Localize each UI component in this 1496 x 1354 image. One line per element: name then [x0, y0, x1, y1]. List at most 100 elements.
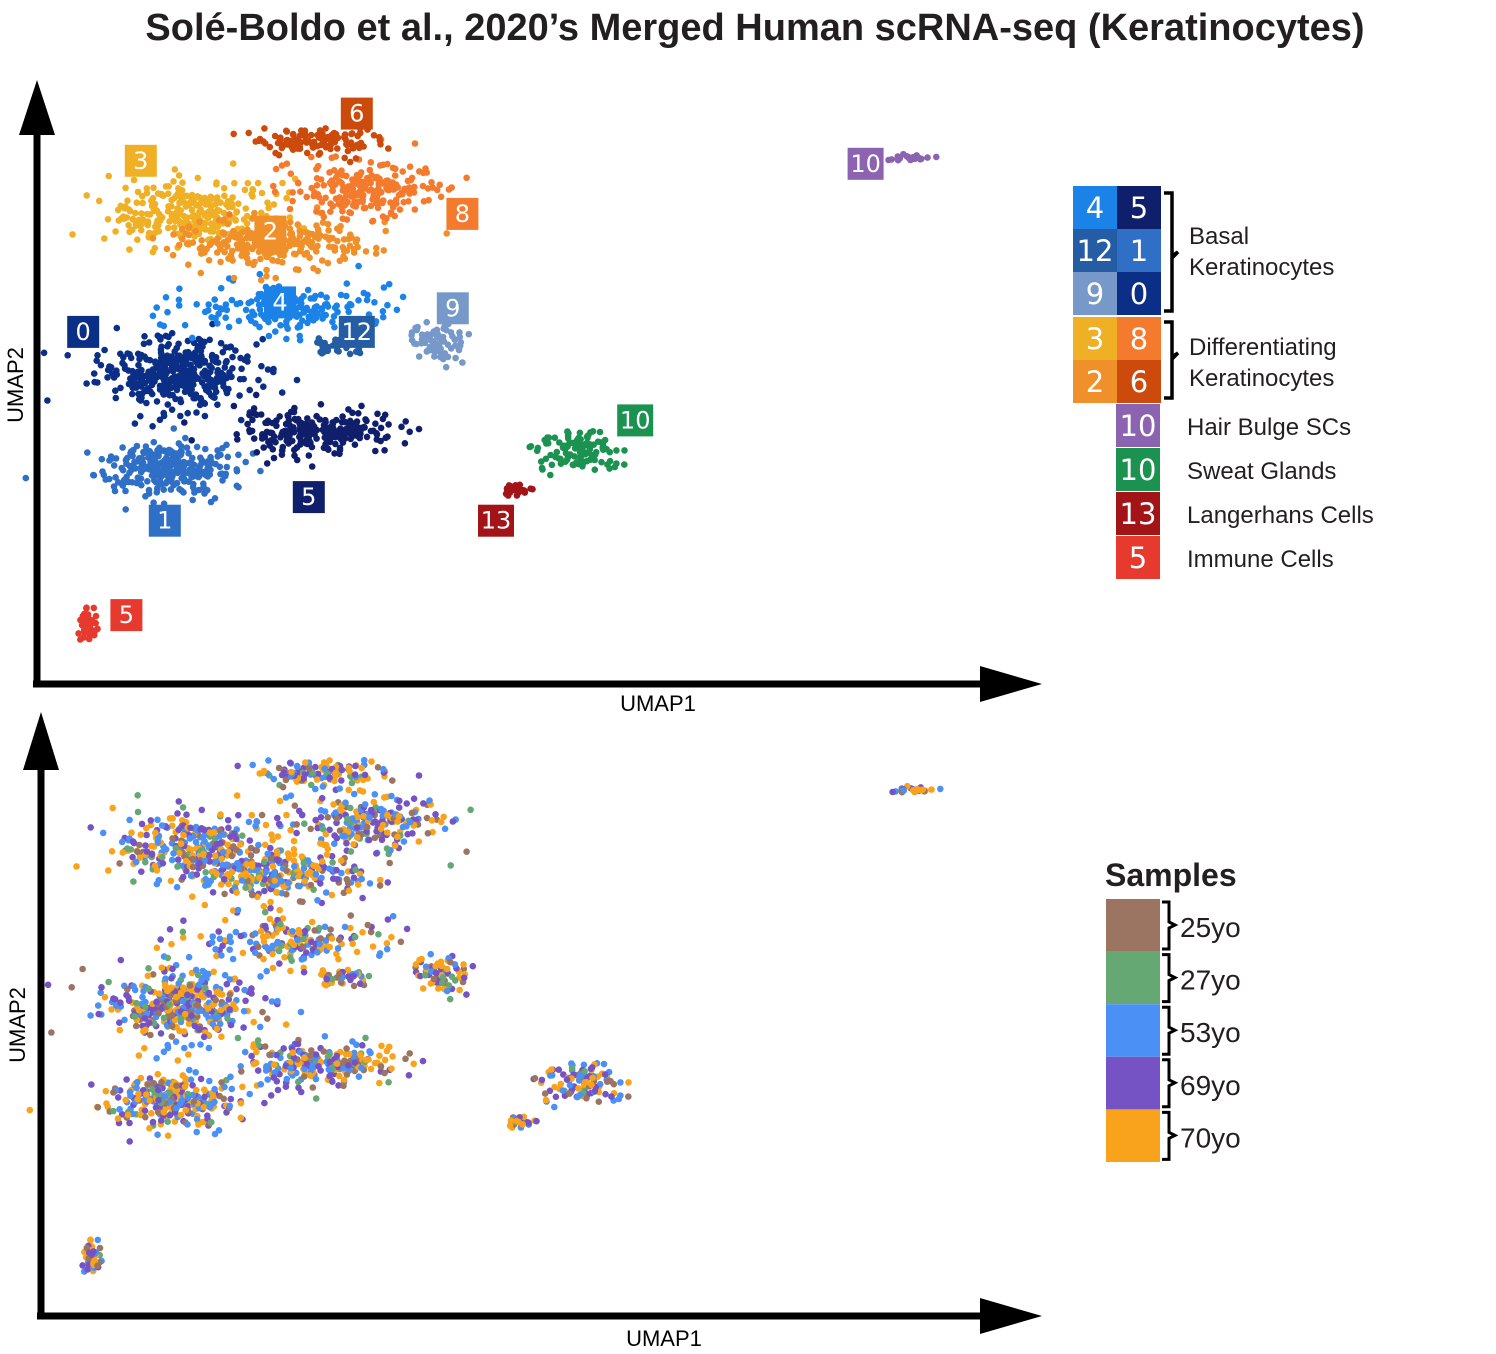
sample-70yo-point	[358, 764, 366, 772]
sample-27yo-point	[329, 859, 336, 866]
sample-25yo-point	[230, 843, 237, 850]
sample-69yo-point	[193, 871, 201, 878]
sample-53yo-point	[341, 832, 349, 840]
sample-53yo-point	[576, 1073, 583, 1080]
sample-53yo-point	[355, 1073, 363, 1080]
sample-53yo-point	[270, 775, 278, 783]
cluster-10-point	[896, 155, 904, 162]
cluster-10-point	[537, 458, 545, 465]
cluster-1-point	[119, 444, 126, 451]
cluster-1-point	[151, 464, 158, 472]
cluster-5-point	[270, 454, 278, 462]
cluster-8-point	[379, 213, 387, 220]
sample-70yo-point	[276, 906, 284, 914]
sample-53yo-point	[164, 1041, 171, 1049]
cluster-0-point	[83, 380, 90, 387]
sample-27yo-point	[164, 1118, 171, 1125]
sample-70yo-point	[210, 1093, 217, 1101]
cluster-0-point	[205, 388, 213, 396]
cluster-0-point	[113, 367, 120, 375]
cluster-4-point	[379, 308, 387, 315]
cluster-2-point	[216, 244, 224, 251]
cluster-10-point	[564, 432, 572, 440]
cluster-5-point	[263, 460, 271, 467]
sample-53yo-point	[227, 938, 235, 946]
differentiating-legend-cells: 3 82 6	[1073, 317, 1161, 403]
cluster-8-point	[315, 193, 323, 201]
sample-69yo-point	[169, 965, 176, 973]
cluster-1-point	[142, 493, 149, 500]
x-axis-arrow-2	[980, 1298, 1042, 1334]
sample-69yo-point	[353, 824, 361, 831]
cluster-0-point	[173, 357, 180, 365]
sample-69yo-point	[261, 887, 268, 895]
sample-legend-69yo: 69yo	[1106, 1056, 1241, 1110]
cluster-3-point	[170, 178, 177, 185]
cluster-1-point	[142, 443, 150, 450]
sample-69yo-point	[297, 1088, 305, 1096]
cluster-3-point	[182, 203, 190, 210]
cluster-1-point	[222, 470, 230, 478]
sample-25yo-point	[583, 1095, 590, 1102]
cluster-10-point	[538, 464, 546, 472]
sample-70yo-point	[228, 868, 236, 876]
cluster-3-point	[83, 192, 90, 199]
cluster-3-point	[213, 179, 220, 186]
sample-69yo-point	[125, 994, 132, 1001]
cluster-3-point	[229, 203, 236, 211]
cluster-4-point	[284, 325, 292, 333]
cluster-5-point	[322, 440, 329, 448]
sample-53yo-point	[264, 850, 272, 858]
sample-69yo-point	[242, 997, 249, 1005]
cluster-0-point	[217, 339, 225, 347]
sample-53yo-point	[219, 848, 227, 856]
cluster-8-point	[395, 191, 403, 199]
sample-69yo-point	[267, 1092, 275, 1099]
sample-70yo-point	[515, 1118, 522, 1126]
sample-70yo-point	[261, 841, 269, 849]
sample-53yo-point	[274, 997, 281, 1005]
sample-53yo-point	[94, 1002, 102, 1009]
sample-25yo-point	[293, 821, 301, 828]
cluster-5-point	[266, 442, 274, 449]
sample-69yo-point	[146, 1075, 154, 1082]
cluster-2-point	[334, 237, 341, 245]
sample-25yo-point	[296, 898, 304, 905]
cluster-0-point	[222, 374, 229, 381]
sample-53yo-point	[200, 833, 207, 840]
sample-70yo-point	[213, 870, 220, 878]
cluster-4-point	[343, 280, 351, 287]
sample-53yo-point	[325, 1066, 333, 1073]
sample-53yo-point	[226, 976, 234, 983]
legend-cell-0: 0	[1117, 272, 1161, 315]
sample-70yo-point	[335, 955, 342, 963]
sample-25yo-point	[283, 891, 290, 898]
sample-53yo-point	[559, 1087, 567, 1094]
sample-53yo-point	[160, 1048, 168, 1056]
cluster-5-point	[276, 413, 284, 420]
cluster-badge-1: 1	[148, 504, 181, 537]
sample-70yo-point	[394, 833, 401, 841]
sample-27yo-point	[294, 1078, 302, 1086]
cluster-0-point	[168, 361, 176, 369]
sample-70yo-point	[322, 982, 330, 989]
legend-row-langerhans-cells: 13 Langerhans Cells	[1116, 492, 1374, 535]
sample-70yo-point	[353, 948, 361, 956]
sample-70yo-point	[141, 1044, 148, 1052]
sample-69yo-point	[227, 833, 234, 840]
legend-cell-label: 8	[1130, 322, 1148, 356]
cluster-0-point	[253, 341, 260, 348]
sample-70yo-point	[156, 990, 163, 997]
sample-27yo-point	[133, 999, 140, 1007]
cluster-1-point	[180, 489, 187, 496]
cluster-2-point	[322, 233, 329, 240]
cluster-8-point	[402, 186, 410, 194]
sample-69yo-point	[286, 759, 294, 767]
cluster-0-point	[173, 383, 181, 391]
sample-69yo-point	[449, 818, 457, 825]
cluster-5-point	[257, 411, 265, 418]
sample-70yo-point	[128, 829, 135, 836]
cluster-8-point	[349, 192, 357, 199]
sample-27yo-point	[164, 954, 172, 962]
